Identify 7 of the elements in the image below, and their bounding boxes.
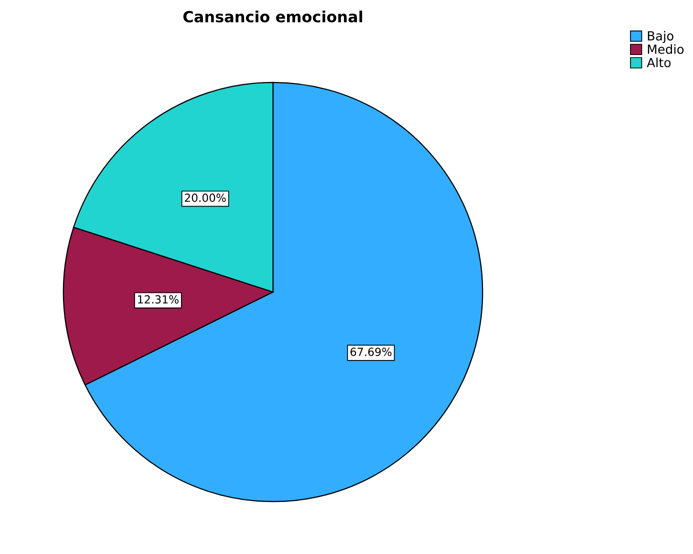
- data-label: 67.69%: [350, 348, 392, 356]
- legend-label: Medio: [648, 44, 684, 54]
- legend-label: Alto: [646, 58, 671, 68]
- data-label: 20.00%: [184, 194, 226, 202]
- data-label: 12.31%: [138, 295, 179, 304]
- chart-title: Cansancio emocional: [183, 10, 362, 22]
- legend-label: Bajo: [648, 30, 674, 44]
